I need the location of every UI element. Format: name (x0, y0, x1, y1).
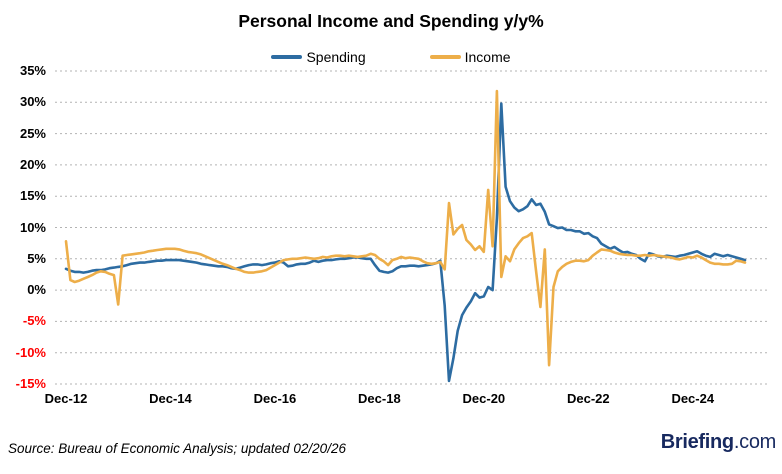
spending-series-line (64, 102, 747, 383)
legend-label-income: Income (464, 49, 511, 65)
source-note: Source: Bureau of Economic Analysis; upd… (8, 441, 346, 456)
spending-line-swatch (271, 55, 303, 59)
legend-item-spending: Spending (271, 49, 366, 65)
briefing-logo: Briefing.com (660, 431, 777, 454)
logo-brand: Briefing (660, 431, 734, 453)
chart-title: Personal Income and Spending y/y% (238, 11, 544, 31)
income-line-swatch (429, 55, 461, 59)
legend: Spending Income (0, 49, 782, 65)
legend-item-income: Income (429, 49, 511, 65)
logo-suffix: .com (733, 431, 776, 453)
legend-label-spending: Spending (306, 49, 366, 65)
income-series-line (64, 89, 747, 367)
gridlines (55, 70, 770, 385)
